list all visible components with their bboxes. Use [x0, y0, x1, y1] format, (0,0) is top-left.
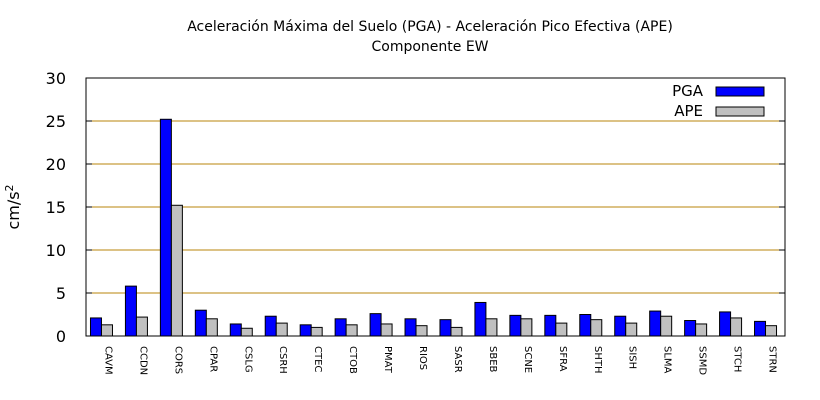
bar-pga — [369, 313, 382, 337]
bar-ape — [520, 318, 533, 337]
bar-ape — [660, 315, 673, 337]
x-tick-label: CAVM — [102, 346, 113, 375]
x-tick-label: SBEB — [487, 346, 498, 373]
x-tick-label: RIOS — [417, 346, 428, 370]
x-axis-labels: CAVM CCDN CORS CPAR CSLG CSRH CTEC CTOB PMAT RIOS… — [102, 346, 777, 375]
bar-ape — [170, 204, 183, 337]
x-tick-label: CSLG — [242, 346, 253, 373]
x-tick-label: SCNE — [522, 346, 533, 373]
legend-swatch — [715, 106, 765, 117]
y-axis-ticks: 0 5 10 15 20 25 30 — [46, 69, 785, 346]
bar-pga — [229, 323, 242, 337]
legend-label: APE — [674, 102, 703, 120]
y-tick-label: 10 — [46, 241, 66, 260]
bar-pga — [509, 314, 522, 337]
x-tick-label: CPAR — [207, 346, 218, 372]
x-tick-label: SISH — [627, 346, 638, 369]
bar-ape — [205, 318, 218, 337]
plot-frame — [85, 77, 786, 337]
x-tick-label: STRN — [767, 346, 778, 373]
x-tick-label: CSRH — [277, 346, 288, 374]
bar-ape — [485, 318, 498, 337]
y-tick-label: 25 — [46, 112, 66, 131]
bar-pga — [194, 309, 207, 337]
legend: PGA APE — [672, 82, 765, 120]
bar-pga — [404, 318, 417, 337]
chart-title: Aceleración Máxima del Suelo (PGA) - Ace… — [187, 19, 673, 35]
bar-ape — [275, 322, 288, 337]
bar-pga — [544, 314, 557, 337]
bar-pga — [754, 320, 767, 337]
y-tick-label: 30 — [46, 69, 66, 88]
bar-ape — [135, 316, 148, 337]
bar-ape — [450, 326, 463, 337]
bar-ape — [625, 322, 638, 337]
x-tick-label: CTEC — [312, 346, 323, 372]
bar-ape — [590, 319, 603, 337]
y-axis-label-exponent: 2 — [3, 184, 16, 191]
x-tick-label: SFRA — [557, 346, 568, 372]
bar-ape — [380, 323, 393, 337]
bar-pga — [579, 314, 592, 337]
legend-label: PGA — [672, 82, 704, 100]
bar-pga — [299, 324, 312, 337]
bar-pga — [159, 118, 172, 337]
bar-ape — [345, 324, 358, 337]
bar-ape — [415, 325, 428, 337]
bar-ape — [240, 327, 253, 337]
x-tick-label: CORS — [172, 346, 183, 374]
bar-pga — [89, 317, 102, 337]
bar-pga — [474, 301, 487, 337]
bar-ape — [555, 322, 568, 337]
grid-lines — [86, 120, 785, 294]
bar-pga — [684, 320, 697, 337]
bar-pga — [334, 318, 347, 337]
x-tick-label: CTOB — [347, 346, 358, 374]
bar-pga — [439, 319, 452, 337]
y-tick-label: 15 — [46, 198, 66, 217]
bar-pga — [264, 315, 277, 337]
bar-pga — [649, 310, 662, 337]
y-tick-label: 5 — [56, 284, 66, 303]
bar-pga — [614, 315, 627, 337]
y-axis-label-unit: cm/s — [4, 191, 23, 229]
y-axis-label: cm/s2 — [3, 184, 23, 229]
bar-ape — [730, 317, 743, 337]
bars — [89, 118, 778, 337]
legend-swatch — [715, 86, 765, 97]
x-tick-label: PMAT — [382, 346, 393, 374]
x-tick-label: SHTH — [592, 346, 603, 374]
x-tick-label: CCDN — [137, 346, 148, 375]
y-tick-label: 20 — [46, 155, 66, 174]
bar-pga — [124, 285, 137, 337]
bar-ape — [310, 326, 323, 337]
bar-ape — [695, 323, 708, 337]
bar-ape — [765, 325, 778, 337]
x-tick-label: STCH — [732, 346, 743, 372]
chart-subtitle: Componente EW — [371, 39, 488, 55]
x-tick-label: SSMD — [697, 346, 708, 375]
bar-pga — [719, 311, 732, 337]
x-tick-label: SASR — [452, 346, 463, 373]
y-tick-label: 0 — [56, 327, 66, 346]
x-tick-label: SLMA — [662, 346, 673, 374]
bar-ape — [100, 324, 113, 337]
